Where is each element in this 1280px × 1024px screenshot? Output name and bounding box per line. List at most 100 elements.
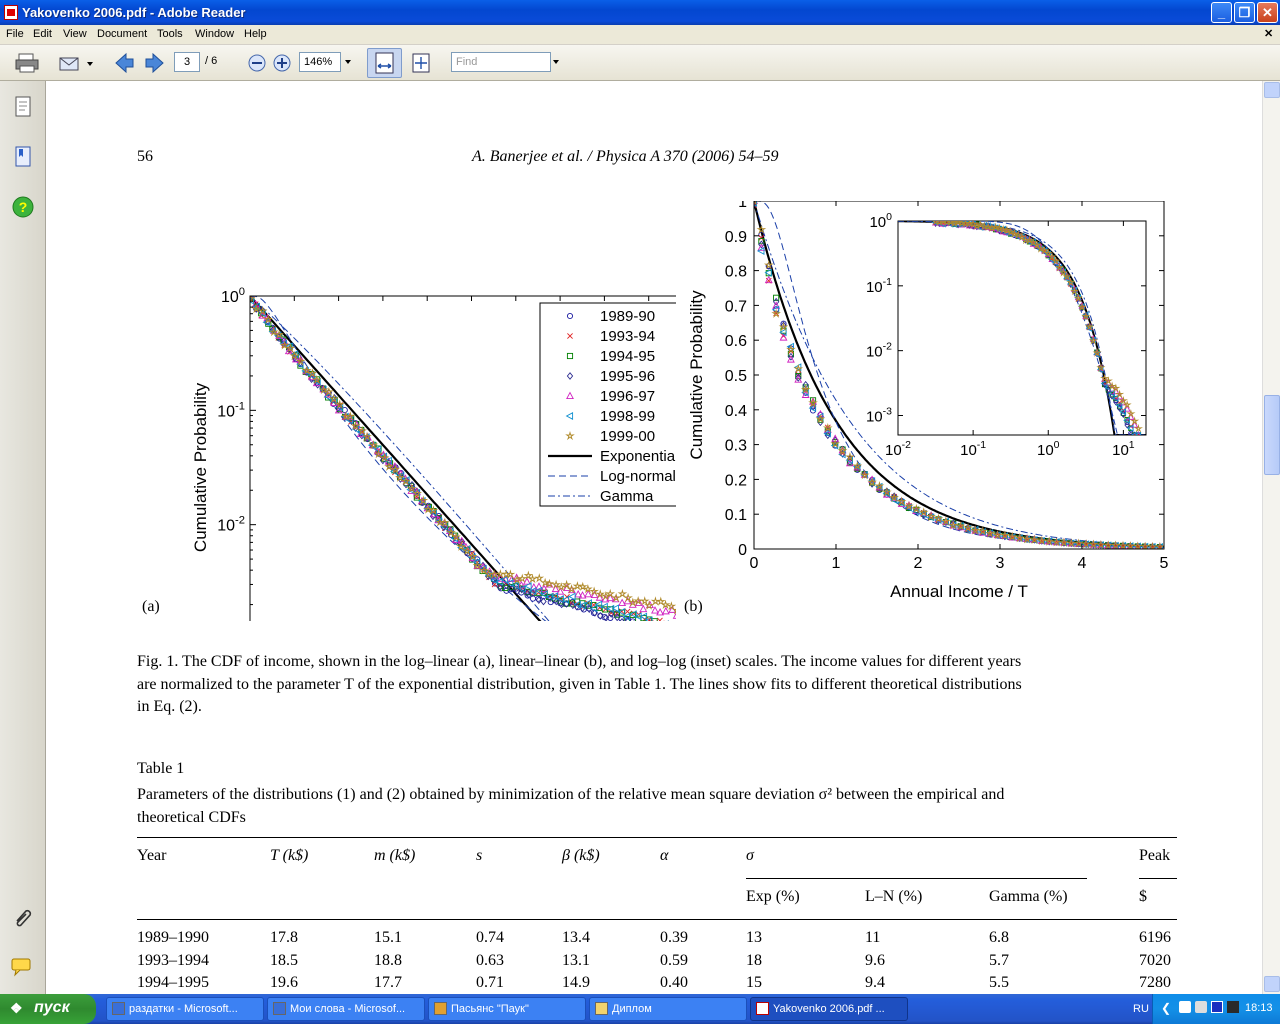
legend-marker (565, 412, 574, 420)
x-tick-label: 5 (1160, 555, 1169, 572)
document-view[interactable]: 56 A. Banerjee et al. / Physica A 370 (2… (46, 81, 1262, 994)
close-button[interactable]: ✕ (1257, 2, 1278, 23)
data-point (963, 522, 973, 533)
data-point (1000, 530, 1010, 540)
data-point (490, 576, 498, 585)
page-number-input[interactable]: 3 (174, 52, 200, 72)
data-point (611, 604, 619, 613)
menu-tools[interactable]: Tools (157, 28, 183, 40)
tray-k-icon[interactable] (1227, 1001, 1239, 1013)
y-tick-label: 0.3 (725, 438, 747, 455)
inset-data-point (1115, 401, 1123, 409)
data-point (350, 420, 361, 431)
data-point (527, 574, 538, 584)
inset-y-tick-label: 10-3 (866, 405, 892, 425)
task-item[interactable]: Пасьянс "Паук" (428, 997, 586, 1021)
data-point (468, 551, 478, 561)
scroll-thumb[interactable] (1264, 395, 1280, 475)
data-point (566, 584, 577, 594)
menu-document[interactable]: Document (97, 28, 148, 40)
minimize-button[interactable]: _ (1211, 2, 1232, 23)
data-point (336, 406, 343, 413)
menu-file[interactable]: File (6, 28, 24, 40)
data-point (655, 596, 666, 606)
data-point (551, 584, 560, 593)
zoom-level-input[interactable]: 146% (299, 52, 341, 72)
data-point (1037, 535, 1047, 546)
task-item-active[interactable]: Yakovenko 2006.pdf ... (750, 997, 908, 1021)
next-page-icon[interactable] (143, 52, 167, 74)
task-item[interactable]: Диплом (589, 997, 747, 1021)
inset-data-point (1124, 421, 1130, 429)
start-button[interactable]: ❖ пуск (0, 994, 96, 1024)
menu-edit[interactable]: Edit (33, 28, 52, 40)
zoom-out-icon[interactable] (247, 53, 267, 73)
menu-close-doc-icon[interactable]: ✕ (1264, 28, 1274, 40)
data-point (358, 431, 366, 440)
data-point (514, 587, 521, 596)
data-point (1044, 536, 1055, 546)
comments-icon[interactable] (10, 955, 36, 979)
window-title: Yakovenko 2006.pdf - Adobe Reader (22, 5, 246, 20)
find-dropdown-icon[interactable] (551, 57, 561, 67)
fit-width-button[interactable] (367, 48, 402, 78)
task-item[interactable]: Мои слова - Microsof... (267, 997, 425, 1021)
scroll-down-button[interactable] (1264, 976, 1280, 992)
network-icon[interactable] (1179, 1001, 1191, 1013)
data-point (619, 617, 625, 621)
email-icon[interactable] (58, 52, 94, 74)
find-input[interactable]: Find (451, 52, 551, 72)
vertical-scrollbar[interactable] (1262, 81, 1280, 994)
data-point (800, 384, 811, 394)
menu-help[interactable]: Help (244, 28, 267, 40)
data-point (1007, 531, 1018, 541)
table-cell: 1993–1994 (137, 951, 209, 969)
inset-data-point (1039, 245, 1050, 255)
data-point (985, 528, 995, 538)
table-header-cell: β (k$) (562, 847, 600, 864)
help-icon[interactable]: ? (11, 195, 35, 219)
data-point (605, 588, 616, 598)
legend-label: 1999-00 (600, 428, 655, 445)
data-point (511, 581, 519, 590)
data-point (1118, 540, 1128, 549)
data-point (584, 589, 593, 598)
y-tick-label: 100 (221, 286, 245, 306)
data-point (794, 375, 803, 383)
menu-view[interactable]: View (63, 28, 87, 40)
data-point (779, 328, 787, 337)
data-point (568, 592, 576, 601)
zoom-in-icon[interactable] (272, 53, 292, 73)
attachments-icon[interactable] (11, 905, 35, 929)
y-tick-label: 0.5 (725, 368, 747, 385)
language-indicator[interactable]: RU (1133, 1003, 1149, 1015)
inset-data-point (1047, 252, 1057, 261)
data-point (274, 329, 284, 339)
data-point (1051, 537, 1062, 547)
table-cell: 0.39 (660, 929, 688, 946)
data-point (285, 342, 293, 351)
fit-page-icon[interactable] (410, 52, 432, 74)
task-item[interactable]: раздатки - Microsoft... (106, 997, 264, 1021)
data-point (607, 614, 614, 621)
zoom-dropdown-icon[interactable] (343, 57, 353, 67)
menu-window[interactable]: Window (195, 28, 235, 40)
legend-marker (566, 372, 574, 380)
data-point (589, 586, 599, 596)
data-point (522, 577, 531, 585)
inset-frame (897, 220, 1147, 436)
media-icon[interactable] (1211, 1001, 1223, 1013)
inset-data-point (946, 221, 955, 226)
table-cell: 0.59 (660, 951, 688, 969)
table-caption-line: theoretical CDFs (137, 808, 246, 826)
tray-app-icon[interactable] (1195, 1001, 1207, 1013)
print-icon[interactable] (14, 52, 40, 74)
pages-icon[interactable] (12, 95, 34, 119)
maximize-button[interactable]: ❐ (1234, 2, 1255, 23)
bookmarks-icon[interactable] (12, 145, 34, 169)
previous-page-icon[interactable] (112, 52, 136, 74)
scroll-up-button[interactable] (1264, 82, 1280, 98)
data-point (573, 600, 581, 609)
page-total: / 6 (205, 55, 218, 67)
tray-expand-icon[interactable]: ❮ (1161, 1001, 1172, 1015)
